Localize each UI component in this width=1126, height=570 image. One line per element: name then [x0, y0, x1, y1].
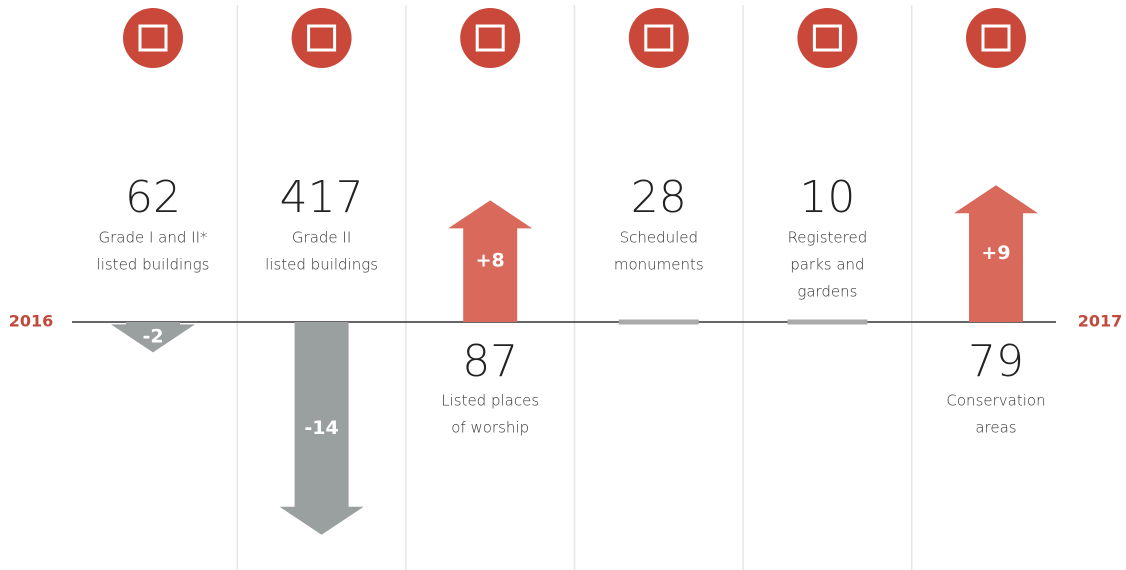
count: 87 [462, 336, 518, 387]
count: 417 [280, 172, 364, 223]
icon-glyph [812, 24, 842, 52]
icon-glyph [475, 24, 505, 52]
icon-glyph [138, 24, 168, 52]
label-line: Grade II [292, 229, 351, 247]
change-label: -14 [304, 417, 338, 439]
end-year: 2017 [1078, 312, 1123, 331]
label-line: parks and [790, 256, 864, 274]
no-change-bar [618, 319, 699, 325]
label-line: gardens [797, 283, 857, 301]
label-line: Registered [788, 229, 868, 247]
icon [460, 8, 521, 68]
change-label: +8 [476, 250, 505, 272]
label-line: Conservation [946, 392, 1045, 410]
label-line: of worship [451, 419, 529, 437]
label-line: Scheduled [620, 229, 698, 247]
count: 62 [125, 172, 181, 223]
label-line: Listed places [441, 392, 539, 410]
no-change-bar [787, 319, 868, 325]
icon [628, 8, 689, 68]
icon [291, 8, 352, 68]
change-label: +9 [981, 242, 1010, 264]
icon-glyph [981, 24, 1011, 52]
icon-glyph [644, 24, 674, 52]
count: 10 [799, 172, 855, 223]
icon [123, 8, 183, 68]
icon-glyph [307, 24, 337, 52]
start-year: 2016 [9, 312, 54, 331]
label-line: listed buildings [97, 256, 210, 274]
change-arrow [448, 200, 533, 322]
change-label: -2 [142, 326, 163, 348]
label-line: monuments [614, 256, 704, 274]
count: 79 [968, 336, 1024, 387]
count: 28 [631, 172, 687, 223]
label-line: listed buildings [265, 256, 378, 274]
change-arrow [111, 322, 195, 353]
change-arrow [279, 322, 364, 535]
label-line: areas [975, 419, 1016, 437]
label-line: Grade I and II* [98, 229, 207, 247]
icon [966, 8, 1026, 68]
icon [797, 8, 858, 68]
change-arrow [954, 185, 1038, 322]
